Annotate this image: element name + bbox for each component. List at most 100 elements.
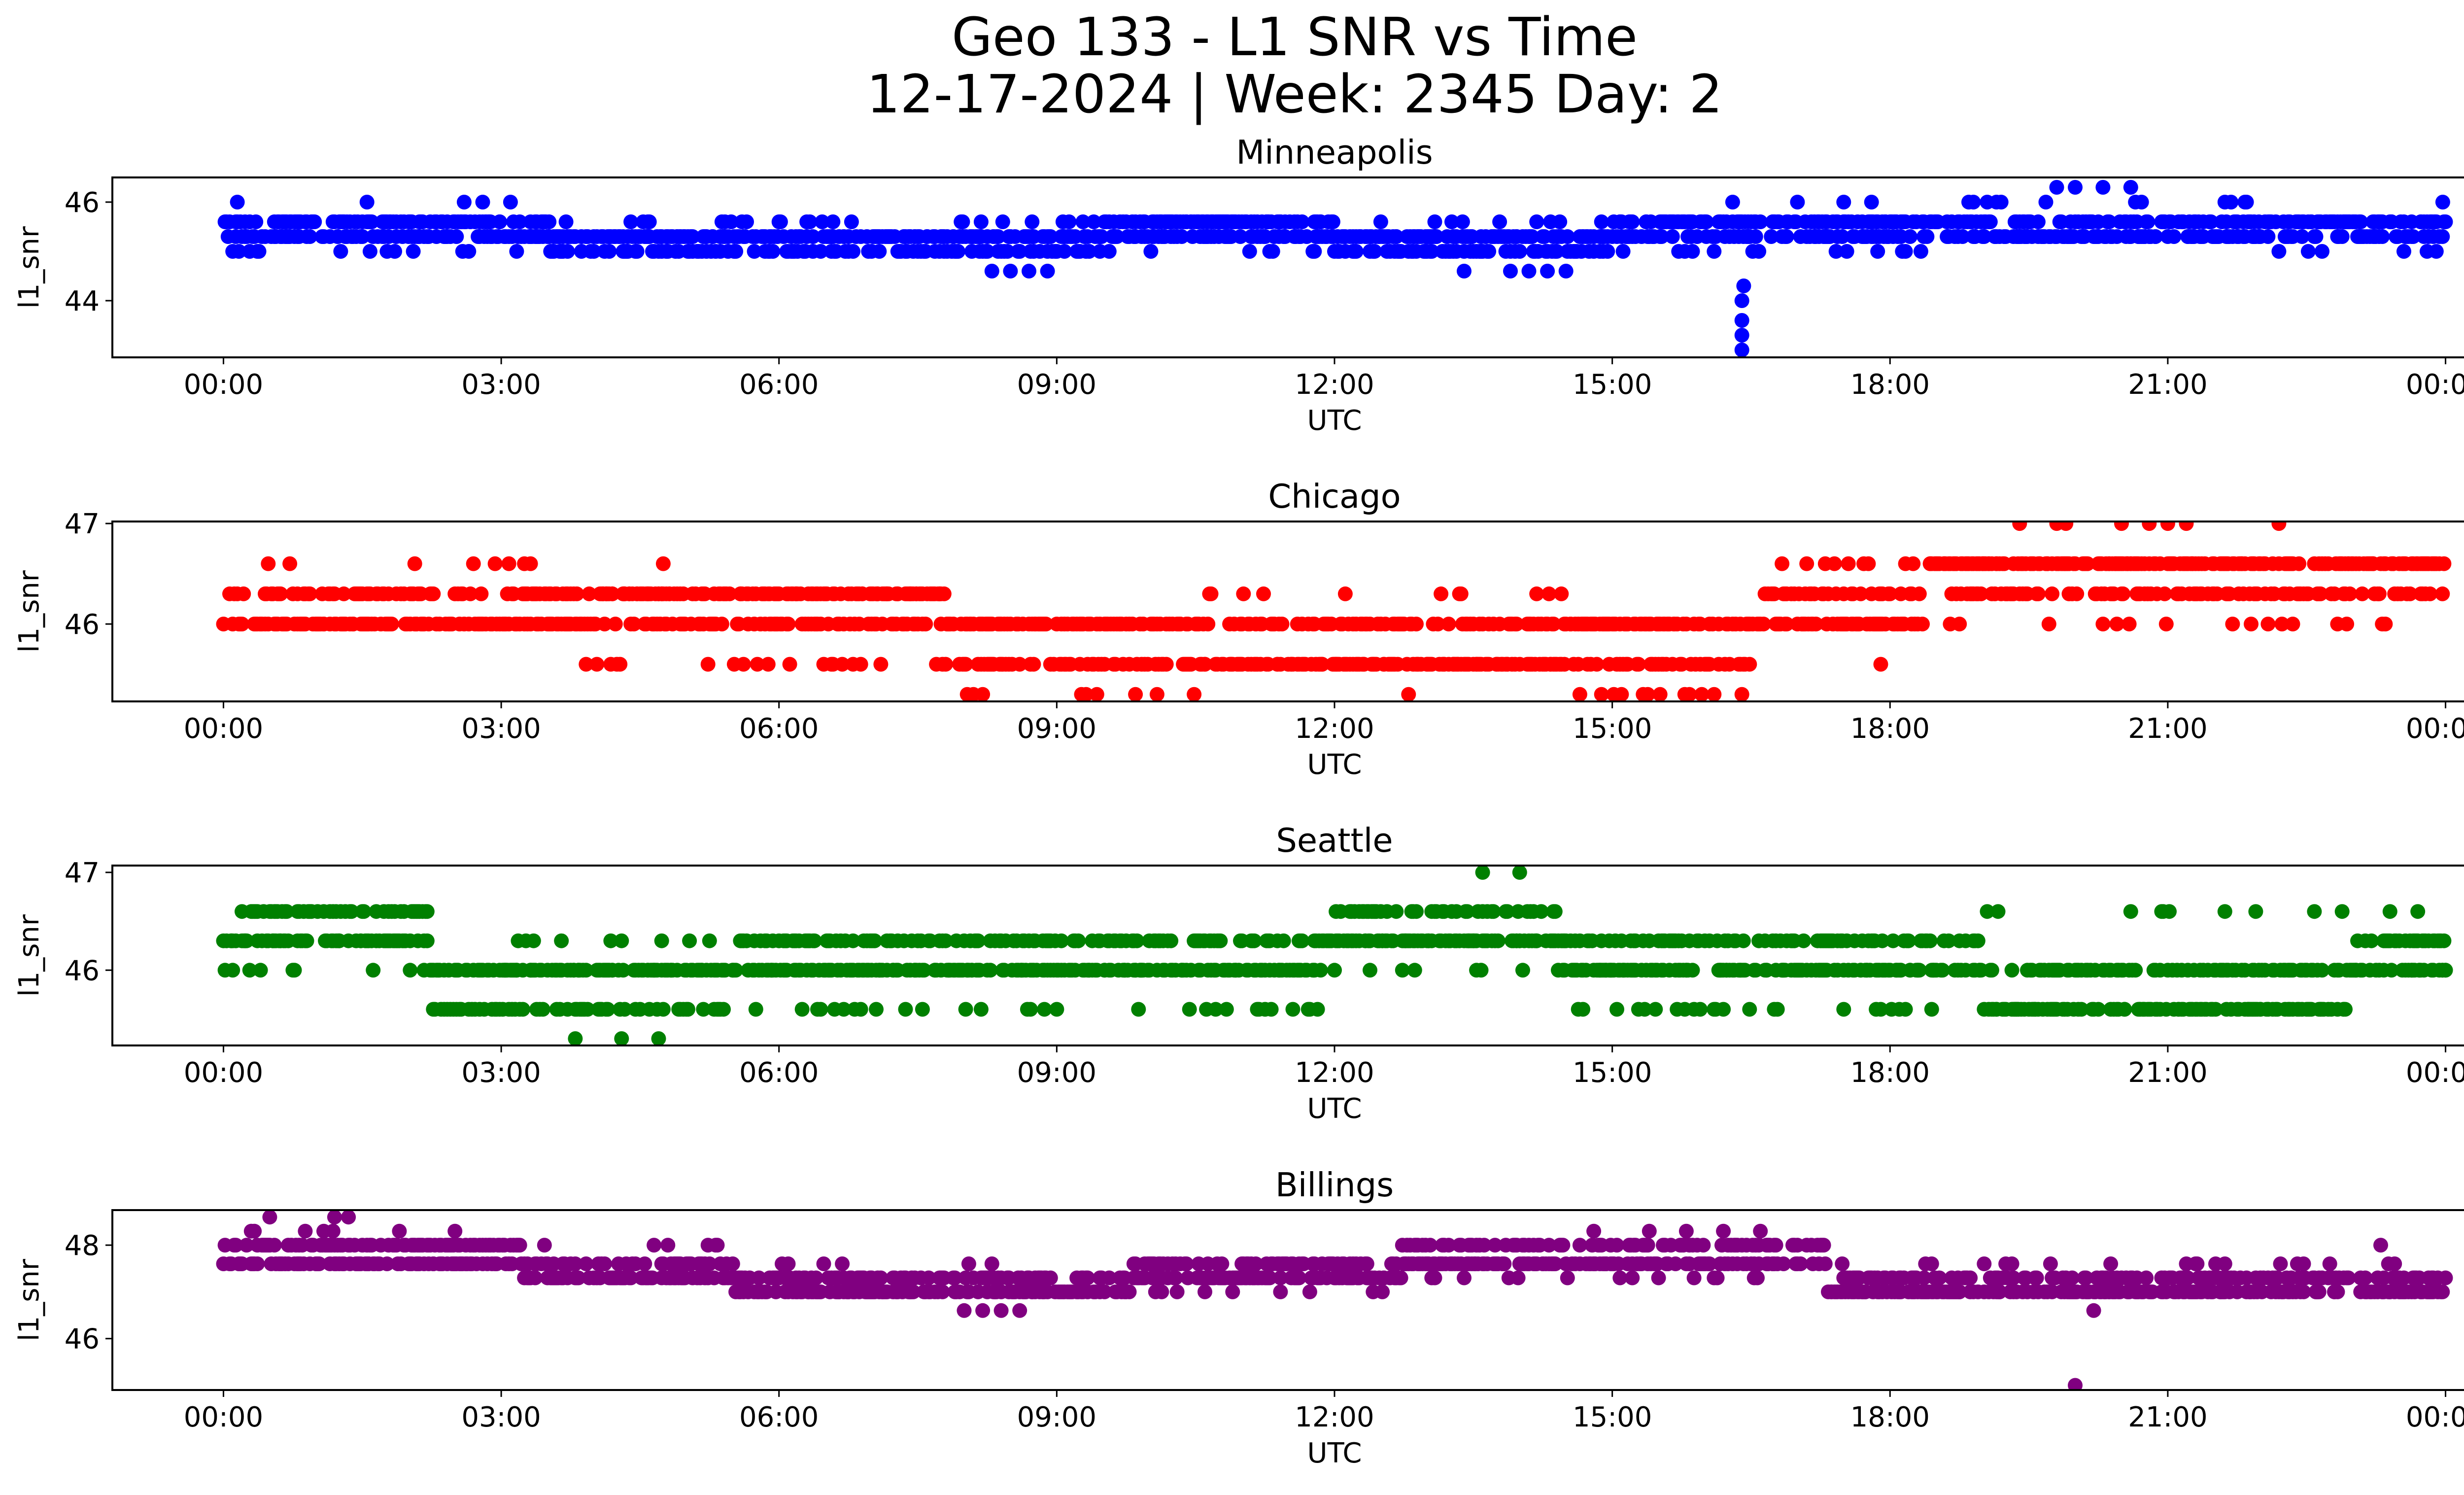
data-point <box>1682 687 1697 701</box>
x-tick-label: 21:00 <box>2128 713 2207 745</box>
data-point <box>1828 244 1844 259</box>
data-point <box>1327 963 1342 978</box>
data-point <box>1941 933 1956 948</box>
data-point <box>279 904 294 919</box>
figure-title-line1: Geo 133 - L1 SNR vs Time <box>952 7 1638 68</box>
data-point <box>739 214 754 229</box>
data-point <box>2315 963 2329 978</box>
data-point <box>1637 1002 1652 1017</box>
data-point <box>1816 1238 1831 1253</box>
data-point <box>1430 617 1445 631</box>
data-point <box>805 229 821 244</box>
data-point <box>1589 657 1605 672</box>
data-point <box>700 657 716 672</box>
data-point <box>1313 963 1328 978</box>
data-point <box>362 244 377 259</box>
data-point <box>1441 617 1456 631</box>
data-point <box>853 657 868 672</box>
data-point <box>600 1002 616 1017</box>
data-point <box>568 1256 583 1271</box>
data-point-outlier <box>2095 180 2111 195</box>
data-point <box>1648 1002 1663 1017</box>
data-point <box>1043 229 1058 244</box>
data-point <box>1835 229 1850 244</box>
data-point <box>597 617 612 631</box>
data-point <box>1547 1256 1563 1271</box>
data-point <box>1080 1270 1095 1286</box>
data-point <box>736 657 751 672</box>
data-point <box>807 933 822 948</box>
data-point <box>1612 1270 1628 1286</box>
data-point <box>1685 963 1700 978</box>
data-point <box>1742 657 1757 672</box>
data-point <box>379 1256 395 1271</box>
data-point <box>1089 687 1104 701</box>
data-point <box>1736 933 1751 948</box>
data-point <box>1097 1284 1112 1299</box>
data-point <box>311 1256 327 1271</box>
data-point <box>537 1238 552 1253</box>
data-point <box>1555 1238 1571 1253</box>
data-point <box>384 617 399 631</box>
y-axis-label: l1_snr <box>13 914 45 997</box>
y-axis-label: l1_snr <box>13 226 45 309</box>
data-point <box>2436 556 2452 571</box>
data-point <box>973 1002 989 1017</box>
data-point <box>1594 214 1609 229</box>
x-tick-label: 18:00 <box>1850 1057 1930 1089</box>
data-point <box>1549 244 1564 259</box>
data-point <box>710 1238 725 1253</box>
data-point <box>1974 586 1988 601</box>
data-point <box>2334 229 2350 244</box>
data-point <box>1898 244 1913 259</box>
data-point <box>1919 229 1935 244</box>
data-point <box>1836 1002 1851 1017</box>
data-point <box>794 1002 810 1017</box>
data-point <box>1164 933 1179 948</box>
data-point <box>846 244 860 259</box>
data-point <box>1393 1270 1408 1286</box>
data-point <box>1023 1002 1038 1017</box>
data-point <box>802 214 818 229</box>
data-point-outlier <box>1022 264 1036 278</box>
data-point-outlier <box>1475 866 1490 880</box>
data-point <box>2294 229 2310 244</box>
x-axis-label: UTC <box>1307 749 1362 781</box>
data-point <box>419 933 435 948</box>
data-point <box>906 1284 921 1299</box>
data-point <box>2334 904 2350 919</box>
data-point <box>1861 556 1876 571</box>
data-point <box>1990 904 2006 919</box>
data-point <box>1775 556 1790 571</box>
data-point <box>1547 904 1563 919</box>
data-point <box>1168 1270 1183 1286</box>
data-point <box>579 657 594 672</box>
data-point <box>387 244 402 259</box>
data-point <box>1071 933 1086 948</box>
data-point <box>2225 617 2240 631</box>
data-point <box>2117 1002 2132 1017</box>
data-point <box>936 586 952 601</box>
data-point-outlier <box>1734 343 1749 357</box>
data-point <box>728 963 744 978</box>
data-point-outlier <box>1512 866 1527 880</box>
data-point <box>1751 244 1767 259</box>
x-tick-label: 15:00 <box>1573 1057 1652 1089</box>
data-point <box>702 1256 717 1271</box>
data-point <box>1707 687 1722 701</box>
data-point <box>623 1270 639 1286</box>
data-point <box>951 244 965 259</box>
data-point <box>1500 904 1515 919</box>
data-point <box>1793 1256 1808 1271</box>
data-point <box>487 556 503 571</box>
data-point <box>228 1238 243 1253</box>
data-point <box>681 1002 695 1017</box>
data-point <box>1750 1270 1765 1286</box>
data-point <box>1707 244 1722 259</box>
x-tick-label: 06:00 <box>739 369 819 401</box>
data-point <box>466 556 481 571</box>
data-point <box>1219 1002 1234 1017</box>
